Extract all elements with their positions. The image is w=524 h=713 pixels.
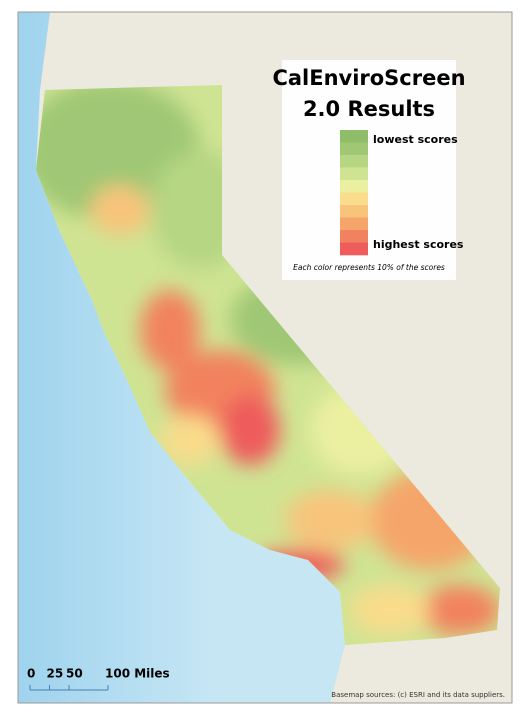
legend-swatch xyxy=(340,155,368,168)
legend-low-label: lowest scores xyxy=(373,133,458,146)
legend-swatch xyxy=(340,230,368,243)
scale-bar: 0 25 50 100 Miles xyxy=(27,667,170,691)
map-frame xyxy=(17,11,513,704)
legend-high-label: highest scores xyxy=(373,238,464,251)
legend-swatch xyxy=(340,205,368,218)
legend-swatches xyxy=(340,130,368,256)
scale-label: 100 Miles xyxy=(105,667,170,681)
legend-swatch xyxy=(340,130,368,143)
title-line: 2.0 Results xyxy=(303,97,435,121)
scale-label: 50 xyxy=(66,667,83,681)
scale-label: 25 xyxy=(47,667,64,681)
legend-swatch xyxy=(340,180,368,193)
legend-box xyxy=(282,60,456,280)
legend-swatch xyxy=(340,167,368,181)
legend-swatch xyxy=(340,242,368,256)
scale-label: 0 xyxy=(27,667,35,681)
legend-swatch xyxy=(340,192,368,206)
legend-swatch xyxy=(340,142,368,156)
legend-swatch xyxy=(340,217,368,231)
legend-note: Each color represents 10% of the scores xyxy=(293,263,445,272)
title-line: CalEnviroScreen xyxy=(272,66,465,90)
attribution: Basemap sources: (c) ESRI and its data s… xyxy=(331,691,505,699)
